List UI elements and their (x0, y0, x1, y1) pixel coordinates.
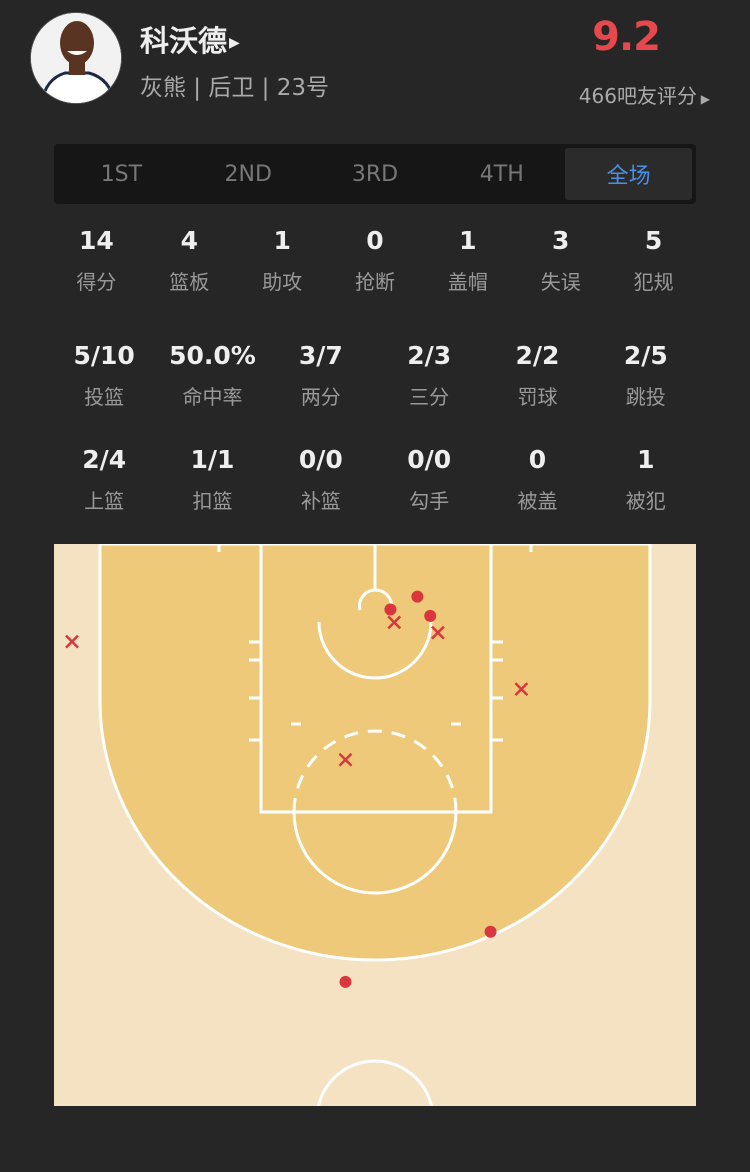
stat-value: 2/4 (82, 445, 127, 474)
stat-value: 1 (273, 226, 291, 255)
player-photo (31, 13, 121, 103)
missed-shot-marker (387, 615, 402, 630)
stat-三分: 2/3 三分 (375, 341, 483, 410)
stat-label: 被盖 (517, 489, 558, 513)
player-name[interactable]: 科沃德 ▶ (140, 24, 240, 58)
stat-上篮: 2/4 上篮 (50, 445, 158, 514)
stat-label: 助攻 (262, 270, 303, 294)
three-point-area (98, 544, 652, 962)
stat-label: 投篮 (84, 385, 125, 409)
period-tabs: 1ST 2ND 3RD 4TH 全场 (54, 144, 696, 204)
tab-2nd[interactable]: 2ND (224, 161, 272, 187)
stat-投篮: 5/10 投篮 (50, 341, 158, 410)
stat-label: 篮板 (169, 270, 210, 294)
stat-label: 三分 (409, 385, 450, 409)
stat-罚球: 2/2 罚球 (483, 341, 591, 410)
stat-label: 得分 (76, 270, 117, 294)
stat-篮板: 4 篮板 (143, 226, 236, 295)
stat-扣篮: 1/1 扣篮 (158, 445, 266, 514)
stat-value: 0 (528, 445, 547, 474)
stat-盖帽: 1 盖帽 (421, 226, 514, 295)
stat-value: 2/2 (515, 341, 560, 370)
stat-被盖: 0 被盖 (483, 445, 591, 514)
arrow-right-icon: ▶ (229, 35, 240, 51)
shooting-stats-row: 5/10 投篮 50.0% 命中率 3/7 两分 2/3 三分 2/2 罚球 2/5 跳投 (50, 341, 700, 410)
tab-4th[interactable]: 4TH (479, 161, 524, 187)
stat-命中率: 50.0% 命中率 (158, 341, 266, 410)
stat-label: 勾手 (409, 489, 450, 513)
stat-抢断: 0 抢断 (329, 226, 422, 295)
stat-label: 盖帽 (447, 270, 488, 294)
stat-label: 扣篮 (192, 489, 233, 513)
stat-label: 两分 (300, 385, 341, 409)
tab-full-game[interactable]: 全场 (565, 148, 692, 200)
made-shot-marker (339, 975, 352, 988)
stat-value: 5/10 (73, 341, 135, 370)
stat-两分: 3/7 两分 (267, 341, 375, 410)
missed-shot-marker (431, 625, 445, 640)
stat-得分: 14 得分 (50, 226, 143, 295)
stat-value: 0 (366, 226, 384, 255)
stat-value: 2/5 (623, 341, 668, 370)
basket (358, 588, 393, 611)
made-shot-marker (411, 590, 424, 603)
stat-value: 0/0 (298, 445, 343, 474)
stat-value: 14 (79, 226, 114, 255)
shot-type-stats-row: 2/4 上篮 1/1 扣篮 0/0 补篮 0/0 勾手 0 被盖 1 被犯 (50, 445, 700, 514)
stat-value: 2/3 (407, 341, 452, 370)
stat-label: 抢断 (355, 270, 395, 294)
stat-label: 命中率 (182, 385, 243, 409)
stat-value: 5 (644, 226, 663, 255)
stat-勾手: 0/0 勾手 (375, 445, 483, 514)
stat-value: 1/1 (190, 445, 235, 474)
stat-label: 跳投 (625, 385, 666, 409)
stat-失误: 3 失误 (514, 226, 607, 295)
shot-chart-court (54, 544, 696, 1106)
missed-shot-marker (65, 634, 79, 649)
stat-跳投: 2/5 跳投 (592, 341, 700, 410)
restricted-area (317, 621, 433, 680)
stat-label: 被犯 (625, 489, 666, 513)
made-shot-marker (484, 925, 497, 938)
stat-label: 补篮 (300, 489, 341, 513)
stat-label: 失误 (540, 270, 581, 294)
stat-label: 罚球 (517, 385, 558, 409)
stat-value: 3/7 (298, 341, 343, 370)
player-info: 灰熊 | 后卫 | 23号 (140, 75, 330, 101)
made-shot-marker (424, 609, 437, 622)
stat-label: 犯规 (633, 270, 674, 294)
stat-犯规: 5 犯规 (607, 226, 700, 295)
paint (259, 544, 493, 814)
player-score: 9.2 (592, 14, 661, 60)
player-avatar[interactable] (30, 12, 122, 104)
tab-3rd[interactable]: 3RD (351, 161, 399, 187)
made-shot-marker (384, 603, 397, 616)
tab-1st[interactable]: 1ST (100, 161, 143, 187)
stat-助攻: 1 助攻 (236, 226, 329, 295)
stat-value: 1 (459, 226, 477, 255)
stat-value: 4 (180, 226, 198, 255)
stat-value: 0/0 (407, 445, 452, 474)
stat-被犯: 1 被犯 (592, 445, 700, 514)
stat-value: 50.0% (169, 341, 256, 370)
fan-rating-link[interactable]: 466吧友评分 ▶ (578, 84, 710, 108)
main-stats-row: 14 得分 4 篮板 1 助攻 0 抢断 1 盖帽 3 失误 5 犯规 (50, 226, 700, 295)
arrow-right-icon: ▶ (696, 92, 710, 106)
stat-label: 上篮 (84, 489, 125, 513)
stat-value: 1 (637, 445, 655, 474)
stat-value: 3 (552, 226, 570, 255)
missed-shot-marker (514, 682, 529, 696)
missed-shot-marker (338, 752, 353, 767)
stat-补篮: 0/0 补篮 (267, 445, 375, 514)
